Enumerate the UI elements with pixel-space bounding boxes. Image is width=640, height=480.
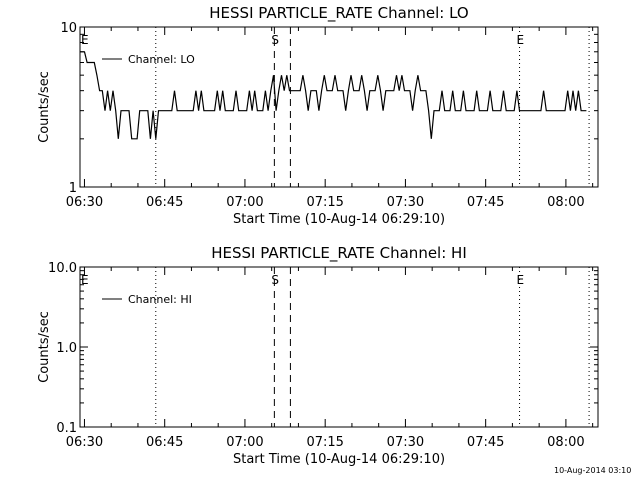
y-tick-label: 10.0 [48, 261, 77, 276]
plot-frame [79, 266, 599, 428]
footer-stamp: 10-Aug-2014 03:10 [554, 466, 631, 475]
x-tick-label: 07:45 [467, 195, 504, 210]
y-tick-label: 0.1 [56, 421, 77, 436]
x-tick-label: 07:15 [306, 195, 343, 210]
series-line [80, 51, 587, 140]
x-tick-label: 07:00 [226, 195, 263, 210]
x-tick-label: 07:45 [467, 435, 504, 450]
x-tick-label: 07:30 [387, 195, 424, 210]
x-tick-label: 08:00 [547, 195, 584, 210]
x-tick-label: 07:00 [226, 435, 263, 450]
x-tick-label: 07:30 [387, 435, 424, 450]
x-tick-label: 08:00 [547, 435, 584, 450]
x-tick-label: 07:15 [306, 435, 343, 450]
x-tick-label: 06:30 [66, 435, 103, 450]
event-label: S [271, 33, 279, 47]
y-axis-label: Counts/sec [37, 311, 52, 383]
event-edge-label: E [81, 273, 89, 287]
chart-title: HESSI PARTICLE_RATE Channel: LO [209, 4, 468, 23]
x-tick-label: 06:45 [146, 435, 183, 450]
legend-label: Channel: LO [128, 53, 195, 66]
event-label: E [517, 33, 525, 47]
y-axis-label: Counts/sec [37, 71, 52, 143]
event-edge-label: E [81, 33, 89, 47]
x-tick-label: 06:30 [66, 195, 103, 210]
y-tick-label: 1.0 [56, 341, 77, 356]
y-tick-label: 10 [60, 21, 77, 36]
chart-title: HESSI PARTICLE_RATE Channel: HI [211, 244, 467, 263]
x-axis-label: Start Time (10-Aug-14 06:29:10) [233, 452, 445, 467]
plot-frame [79, 26, 599, 188]
x-axis-label: Start Time (10-Aug-14 06:29:10) [233, 212, 445, 227]
event-label: E [517, 273, 525, 287]
legend-label: Channel: HI [128, 293, 192, 306]
x-tick-label: 06:45 [146, 195, 183, 210]
y-tick-label: 1 [69, 181, 77, 196]
event-label: S [271, 273, 279, 287]
